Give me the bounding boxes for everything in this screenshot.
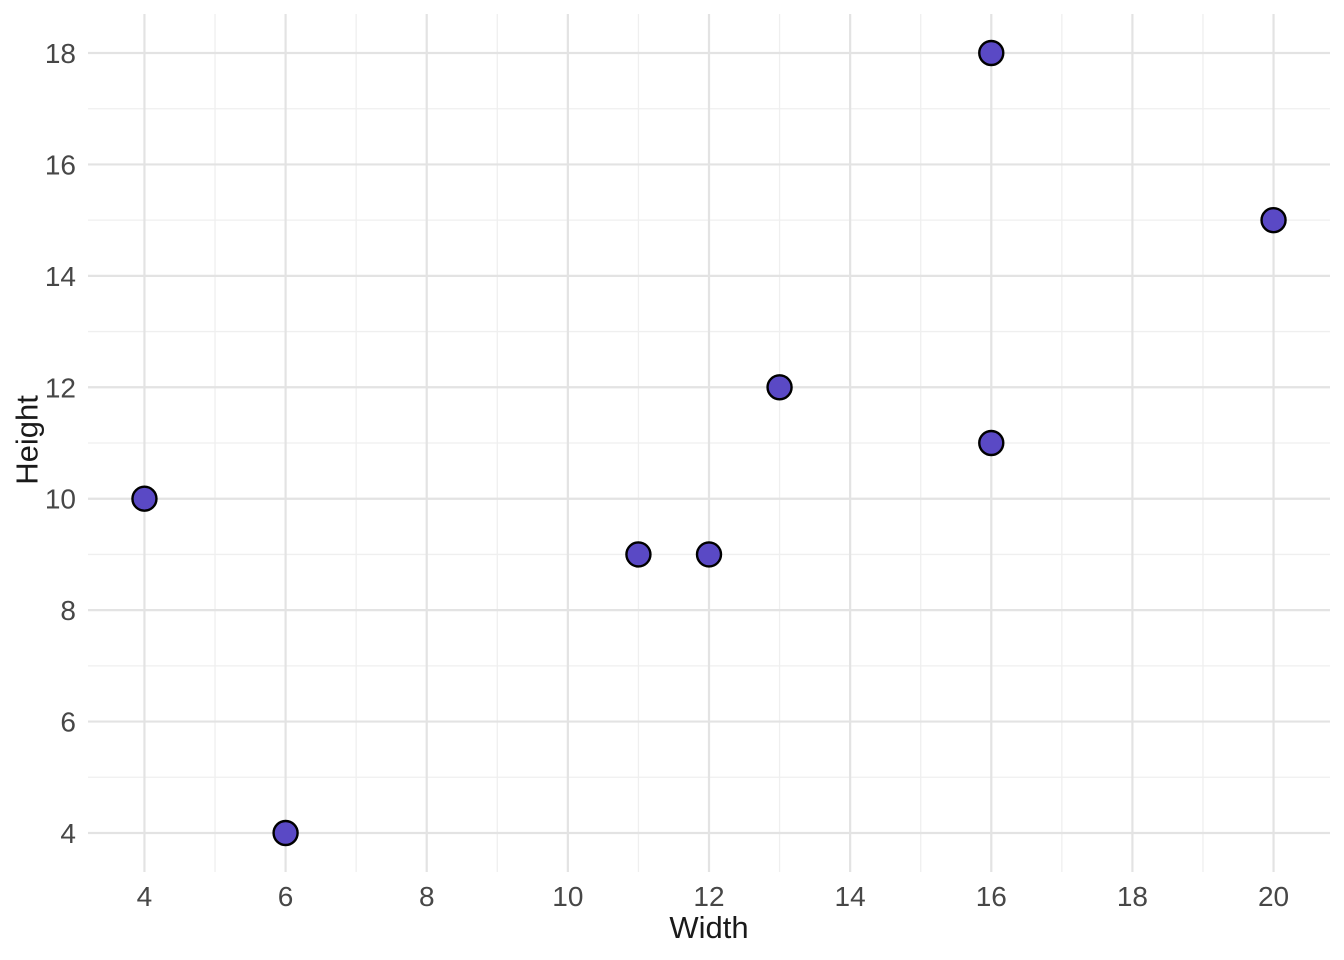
x-axis-title: Width	[669, 910, 749, 945]
data-point	[978, 429, 1005, 457]
x-tick-label: 4	[137, 881, 153, 912]
y-tick-label: 4	[60, 818, 76, 849]
data-point	[695, 541, 723, 568]
y-tick-label: 18	[45, 38, 76, 69]
y-tick-label: 14	[45, 261, 76, 292]
y-tick-label: 16	[45, 149, 76, 180]
x-tick-label: 20	[1258, 881, 1289, 912]
data-point	[1260, 206, 1287, 234]
data-point	[978, 39, 1005, 67]
x-tick-label: 8	[419, 881, 435, 912]
x-tick-label: 16	[976, 881, 1007, 912]
y-tick-label: 12	[45, 372, 76, 403]
x-tick-label: 6	[278, 881, 294, 912]
x-tick-label: 18	[1117, 881, 1148, 912]
y-axis-title: Height	[9, 395, 45, 485]
y-tick-label: 8	[60, 595, 76, 626]
data-point	[131, 485, 158, 512]
data-point	[625, 541, 652, 568]
data-point	[272, 819, 299, 847]
data-point	[766, 374, 793, 401]
x-tick-label: 14	[835, 881, 866, 912]
y-tick-label: 10	[45, 484, 76, 515]
y-tick-label: 6	[60, 707, 76, 738]
x-tick-label: 12	[693, 881, 724, 912]
x-tick-label: 10	[552, 881, 583, 912]
